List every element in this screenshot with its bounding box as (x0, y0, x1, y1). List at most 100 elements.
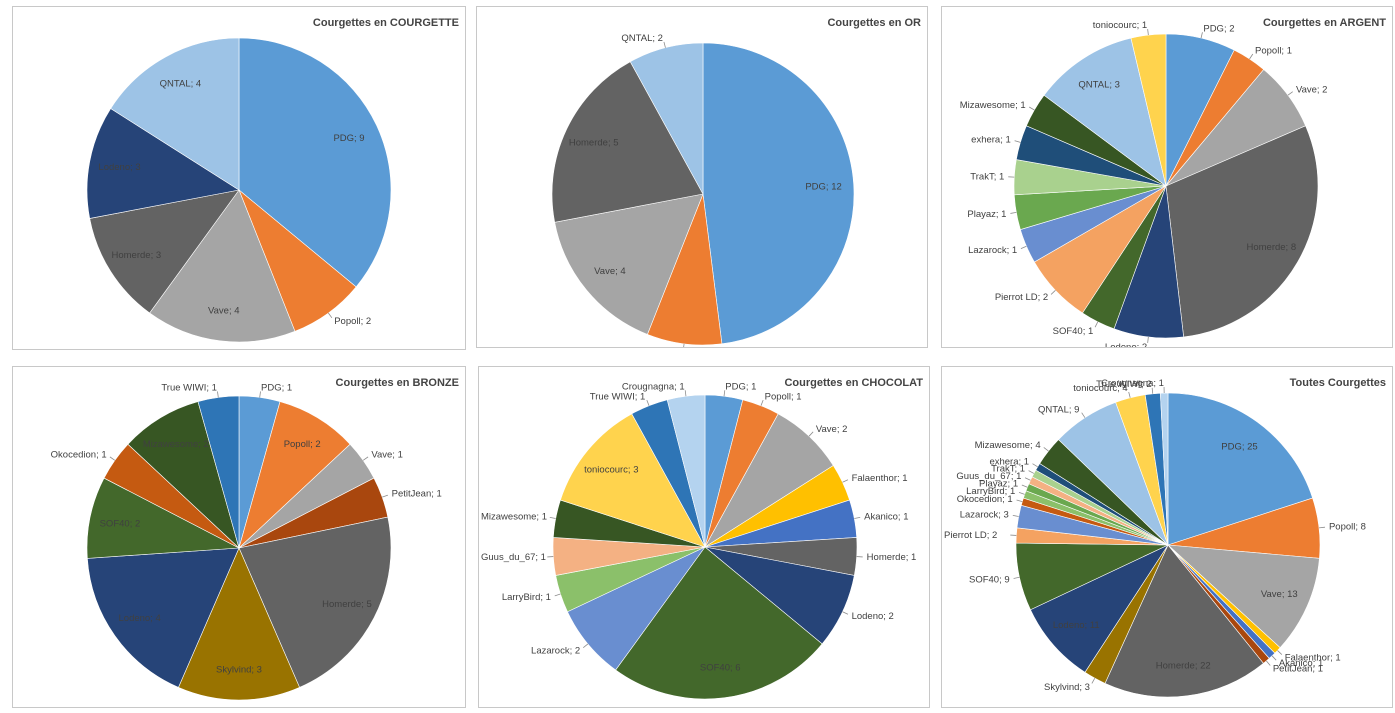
leader-line-larrybird (554, 593, 561, 597)
data-label-falaenthor: Falaenthor; 1 (1285, 652, 1341, 663)
leader-line-popoll (1318, 526, 1326, 529)
data-label-homerde: Homerde; 3 (112, 250, 162, 261)
leader-line-lazarock (583, 643, 589, 649)
pie-slice-homerde (238, 516, 392, 688)
data-label-petitjean: PetitJean; 1 (392, 489, 442, 500)
pie-chart-bronze: PDG; 1 Popoll; 2 Vave; 1 PetitJean; 1 Homerd… (51, 383, 442, 701)
data-label-lazarock: Lazarock; 3 (960, 510, 1009, 521)
data-label-lodeno: Lodeno; 11 (1053, 620, 1100, 631)
data-label-pdg: PDG; 1 (725, 381, 756, 392)
chart-title: Toutes Courgettes (1289, 377, 1386, 389)
chart-panel-argent: Courgettes en ARGENT PDG; 2 Popoll; 1 Vave… (941, 6, 1393, 348)
chart-title: Courgettes en CHOCOLAT (784, 377, 923, 389)
data-label-guus-du-67: Guus_du_67; 1 (481, 552, 546, 563)
data-label-pdg: PDG; 1 (261, 383, 292, 394)
pie-slice-pdg (702, 42, 855, 345)
pie-chart-courgette: PDG; 9 Popoll; 2 Vave; 4 Homerde; 3 Lodeno; … (86, 37, 392, 343)
data-label-sof40: SOF40; 2 (100, 518, 141, 529)
data-label-popoll: Popoll; 1 (765, 391, 802, 402)
data-label-vave: Vave; 2 (1296, 84, 1328, 95)
leader-line-true-wiwi (217, 391, 219, 398)
pie-slice-crougnagna (666, 394, 706, 548)
pie-slice-mizawesome (127, 401, 240, 549)
data-label-lodeno: Lodeno; 2 (852, 611, 894, 622)
leader-line-true-wiwi (1151, 387, 1154, 394)
data-label-lodeno: Lodeno; 4 (119, 613, 161, 624)
data-label-qntal: QNTAL; 9 (1038, 404, 1080, 415)
leader-line-qntal (1081, 412, 1086, 418)
leader-line-pierrot-ld (1050, 290, 1056, 295)
data-label-homerde: Homerde; 5 (322, 599, 372, 610)
data-label-popoll: Popoll; 1 (1255, 46, 1292, 57)
pie-slice-vave (554, 193, 704, 335)
data-label-mizawesome: Mizawesome; 4 (975, 440, 1041, 451)
pie-slice-qntal (110, 37, 240, 191)
data-label-pdg: PDG; 2 (1203, 23, 1234, 34)
data-label-exhera: exhera; 1 (971, 135, 1011, 146)
data-label-lazarock: Lazarock; 1 (968, 245, 1017, 256)
data-label-true-wiwi: True WIWI; 1 (161, 383, 217, 394)
pie-slice-pdg (1167, 392, 1313, 546)
data-label-sof40: SOF40; 6 (700, 663, 741, 674)
data-label-qntal: QNTAL; 2 (621, 33, 663, 44)
pie-chart-toutes: PDG; 25 Popoll; 8 Vave; 13 Falaenthor; 1Aka… (944, 378, 1366, 698)
data-label-toniocourc: toniocourc; 3 (584, 464, 638, 475)
leader-line-pdg (259, 391, 261, 398)
pie-slice-crougnagna (1160, 392, 1169, 546)
leader-line-toniocourc (1128, 391, 1131, 398)
leader-line-true-wiwi (646, 399, 650, 406)
leader-line-trakt (1028, 470, 1035, 474)
pie-chart-argent: PDG; 2 Popoll; 1 Vave; 2 Homerde; 8 Lodeno; … (960, 20, 1328, 347)
data-label-vave: Vave; 13 (1261, 589, 1298, 600)
pie-slice-qntal (1043, 37, 1167, 187)
data-label-mizawesome: Mizawesome; 1 (960, 100, 1026, 111)
data-label-sof40: SOF40; 1 (1053, 326, 1094, 337)
leader-line-toniocourc (1147, 29, 1149, 36)
data-label-pdg: PDG; 12 (805, 181, 841, 192)
data-label-homerde: Homerde; 8 (1246, 242, 1296, 253)
chart-panel-toutes: Toutes Courgettes PDG; 25 Popoll; 8 Vave; … (941, 366, 1393, 708)
chart-panel-bronze: Courgettes en BRONZE PDG; 1 Popoll; 2 Vave… (12, 366, 466, 708)
leader-line-lodeno (1147, 336, 1149, 343)
data-label-guus-du-67: Guus_du_67; 1 (956, 471, 1021, 482)
pie-slice-homerde (89, 189, 240, 314)
pie-slice-vave (149, 189, 296, 343)
data-label-pdg: PDG; 25 (1221, 442, 1257, 453)
leader-line-petitjean (1266, 660, 1271, 666)
data-label-trakt: TrakT; 1 (970, 172, 1004, 183)
leader-line-pdg (1200, 32, 1203, 39)
pie-slice-homerde (1104, 544, 1264, 698)
chart-title: Courgettes en ARGENT (1262, 17, 1386, 29)
pie-slice-pdg (238, 37, 392, 288)
data-label-akanico: Akanico; 1 (1279, 658, 1323, 669)
leader-line-lodeno (842, 611, 849, 615)
leader-line-vave (808, 431, 814, 437)
chart-panel-courgette: Courgettes en COURGETTE PDG; 9 Popoll; 2 V… (12, 6, 466, 350)
leader-line-skylvind (1091, 678, 1096, 684)
data-label-true-wiwi: True WIWI; 1 (590, 391, 646, 402)
data-label-exhera: exhera; 1 (989, 457, 1029, 468)
data-label-vave: Vave; 4 (594, 266, 626, 277)
data-label-lazarock: Lazarock; 2 (531, 645, 580, 656)
pie-slice-homerde (551, 61, 704, 223)
data-label-okocedion: Okocedion; 1 (957, 494, 1013, 505)
data-label-vave: Vave; 4 (208, 306, 240, 317)
data-label-homerde: Homerde; 22 (1156, 661, 1211, 672)
pie-slice-vave (1167, 544, 1320, 649)
leader-line-popoll (1249, 53, 1254, 60)
data-label-falaenthor: Falaenthor; 1 (852, 473, 908, 484)
data-label-akanico: Akanico; 1 (864, 512, 908, 523)
leader-line-mizawesome (549, 517, 556, 519)
data-label-vave: Vave; 2 (816, 424, 848, 435)
data-label-homerde: Homerde; 1 (867, 552, 917, 563)
leader-line-lazarock (1012, 515, 1019, 517)
leader-line-vave (362, 456, 369, 461)
data-label-skylvind: Skylvind; 3 (1044, 682, 1090, 693)
data-label-lodeno: Lodeno; 2 (1105, 342, 1147, 347)
leader-line-popoll (760, 399, 764, 406)
leader-line-mizawesome (1043, 447, 1049, 452)
data-label-larrybird: LarryBird; 1 (966, 486, 1015, 497)
leader-line-okocedion (109, 456, 116, 461)
data-label-petitjean: PetitJean; 1 (1273, 664, 1323, 675)
data-label-mizawesome: Mizawesome; 1 (481, 512, 547, 523)
